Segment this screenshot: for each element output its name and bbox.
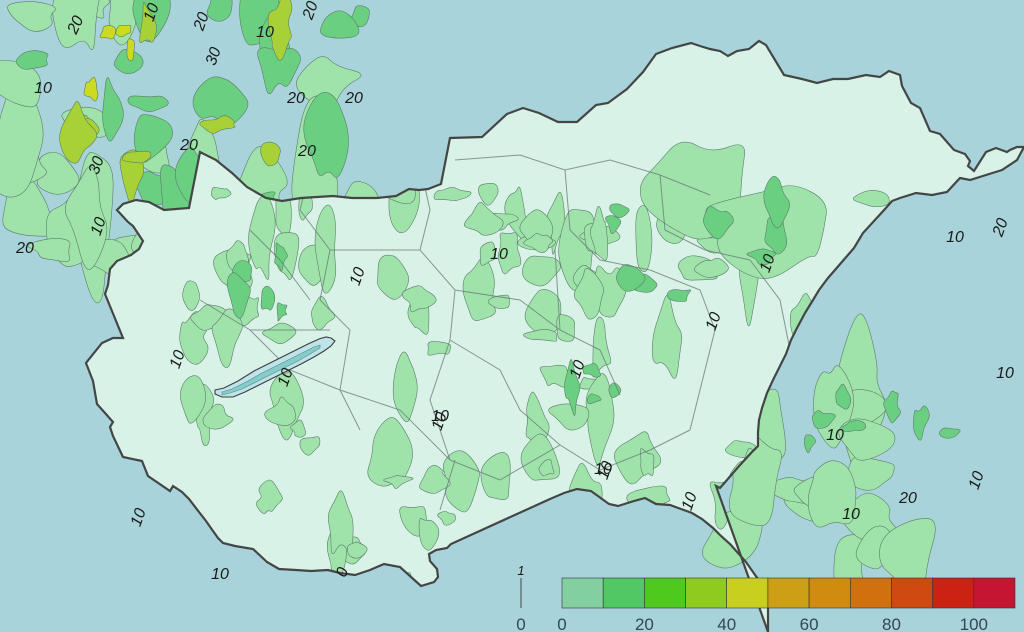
svg-text:10: 10 bbox=[966, 469, 988, 492]
svg-text:20: 20 bbox=[344, 90, 363, 107]
svg-text:20: 20 bbox=[297, 143, 316, 160]
svg-text:0: 0 bbox=[516, 615, 525, 632]
svg-text:20: 20 bbox=[286, 90, 305, 107]
svg-text:80: 80 bbox=[882, 615, 901, 632]
svg-text:20: 20 bbox=[898, 490, 917, 507]
svg-text:10: 10 bbox=[128, 506, 150, 529]
svg-text:20: 20 bbox=[15, 240, 34, 257]
svg-text:0: 0 bbox=[557, 615, 566, 632]
svg-text:30: 30 bbox=[203, 45, 225, 68]
svg-text:100: 100 bbox=[960, 615, 988, 632]
svg-text:10: 10 bbox=[34, 80, 52, 97]
svg-text:10: 10 bbox=[256, 24, 274, 41]
svg-text:20: 20 bbox=[989, 216, 1011, 240]
svg-text:20: 20 bbox=[179, 137, 198, 154]
svg-text:10: 10 bbox=[946, 229, 964, 246]
svg-text:10: 10 bbox=[996, 365, 1014, 382]
svg-text:10: 10 bbox=[211, 566, 229, 583]
svg-text:10: 10 bbox=[826, 427, 844, 444]
svg-text:20: 20 bbox=[635, 615, 654, 632]
svg-text:1: 1 bbox=[517, 563, 524, 578]
svg-text:20: 20 bbox=[299, 0, 321, 23]
svg-text:10: 10 bbox=[490, 246, 508, 263]
svg-text:60: 60 bbox=[800, 615, 819, 632]
svg-text:10: 10 bbox=[842, 506, 860, 523]
svg-text:40: 40 bbox=[717, 615, 736, 632]
